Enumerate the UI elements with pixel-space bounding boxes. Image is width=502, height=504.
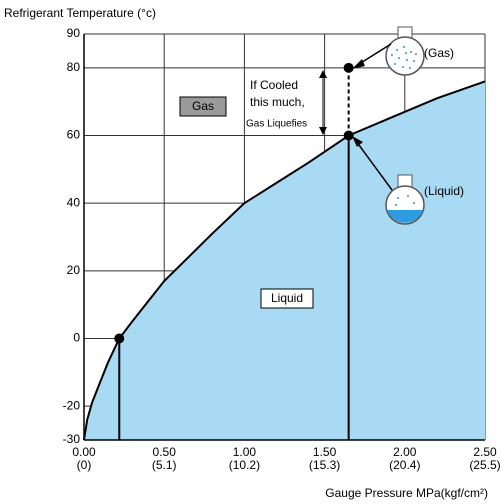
chart: Refrigerant Temperature (°c) Gauge Press… xyxy=(0,0,502,504)
note-line: this much, xyxy=(250,95,305,109)
x-tick-label: 2.00 xyxy=(393,445,417,459)
y-tick-label: 60 xyxy=(67,128,81,142)
y-tick-label: 90 xyxy=(67,26,81,40)
x-tick-label: 0.00 xyxy=(72,445,96,459)
flask-label: (Gas) xyxy=(424,46,454,60)
x-tick-sublabel: (15.3) xyxy=(309,458,340,472)
note-line: Gas Liquefies xyxy=(246,119,307,130)
y-tick-label: -20 xyxy=(63,398,81,412)
state-point xyxy=(344,131,354,141)
x-tick-sublabel: (25.5) xyxy=(469,458,500,472)
y-tick-label: 40 xyxy=(67,195,81,209)
x-tick-label: 2.50 xyxy=(473,445,497,459)
x-tick-label: 1.00 xyxy=(233,445,257,459)
y-axis-label: Refrigerant Temperature (°c) xyxy=(4,6,156,20)
liquid-label: Liquid xyxy=(271,291,303,305)
y-tick-label: 0 xyxy=(73,331,80,345)
x-tick-sublabel: (10.2) xyxy=(229,458,260,472)
state-point xyxy=(114,334,124,344)
y-tick-label: -30 xyxy=(63,432,81,446)
y-tick-label: 80 xyxy=(67,60,81,74)
y-tick-label: 20 xyxy=(67,263,81,277)
x-tick-label: 1.50 xyxy=(313,445,337,459)
note-line: If Cooled xyxy=(250,78,298,92)
x-tick-sublabel: (20.4) xyxy=(389,458,420,472)
flask-label: (Liquid) xyxy=(424,184,464,198)
x-tick-label: 0.50 xyxy=(153,445,177,459)
state-point xyxy=(344,63,354,73)
x-tick-sublabel: (5.1) xyxy=(152,458,177,472)
x-axis-label: Gauge Pressure MPa(kgf/cm²) xyxy=(325,486,488,500)
gas-label: Gas xyxy=(192,99,214,113)
x-tick-sublabel: (0) xyxy=(77,458,92,472)
